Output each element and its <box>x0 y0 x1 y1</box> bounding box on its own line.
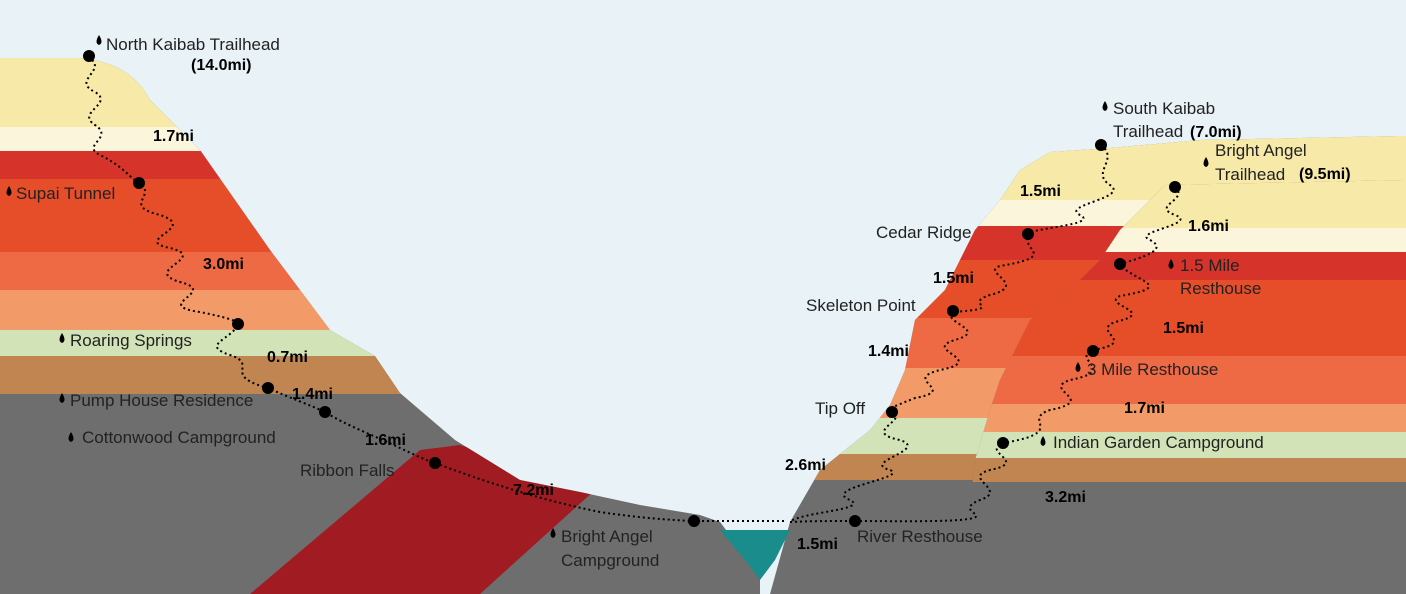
colorado-river <box>720 530 790 580</box>
label-1-5-mile-1: 1.5 Mile <box>1180 256 1240 275</box>
water-drop-icon <box>1203 157 1209 167</box>
distance-label: 1.6mi <box>1188 218 1229 235</box>
marker-bright-angel-campground[interactable] <box>688 515 700 527</box>
marker-3-mile-resthouse[interactable] <box>1087 345 1099 357</box>
distance-label: 7.2mi <box>513 482 554 499</box>
distance-label: 1.5mi <box>933 270 974 287</box>
water-icons <box>6 35 1209 538</box>
label-pump-house: Pump House Residence <box>70 391 253 410</box>
distance-label: 1.5mi <box>1020 183 1061 200</box>
distance-label: 1.4mi <box>292 386 333 403</box>
distance-label: 3.2mi <box>1045 489 1086 506</box>
marker-cedar-ridge[interactable] <box>1022 228 1034 240</box>
label-supai-tunnel: Supai Tunnel <box>16 184 115 203</box>
marker-bright-angel-trailhead[interactable] <box>1169 181 1181 193</box>
label-ribbon-falls: Ribbon Falls <box>300 461 395 480</box>
label-bright-angel-cg-1: Bright Angel <box>561 527 653 546</box>
label-north-kaibab-dist: (14.0mi) <box>191 57 251 74</box>
distance-label: 1.4mi <box>868 343 909 360</box>
marker-north-kaibab[interactable] <box>83 50 95 62</box>
label-skeleton-point: Skeleton Point <box>806 296 916 315</box>
marker-pump-house[interactable] <box>262 382 274 394</box>
trail-markers <box>83 50 1181 527</box>
distance-label: 2.6mi <box>785 457 826 474</box>
water-drop-icon <box>1102 101 1108 111</box>
marker-indian-garden[interactable] <box>997 437 1009 449</box>
water-drop-icon <box>6 186 12 196</box>
label-3-mile: 3 Mile Resthouse <box>1087 360 1218 379</box>
place-labels: North Kaibab Trailhead (14.0mi) Supai Tu… <box>16 35 1351 570</box>
distance-label: 3.0mi <box>203 256 244 273</box>
distance-label: 1.5mi <box>1163 320 1204 337</box>
marker-supai-tunnel[interactable] <box>133 177 145 189</box>
marker-tip-off[interactable] <box>886 406 898 418</box>
marker-cottonwood[interactable] <box>319 406 331 418</box>
distance-label: 1.6mi <box>365 432 406 449</box>
marker-roaring-springs[interactable] <box>232 318 244 330</box>
label-tip-off: Tip Off <box>815 399 865 418</box>
label-bright-angel-th-dist: (9.5mi) <box>1299 166 1351 183</box>
distance-label: 1.7mi <box>1124 400 1165 417</box>
water-drop-icon <box>550 528 556 538</box>
label-south-kaibab-2: Trailhead <box>1113 122 1183 141</box>
label-south-kaibab-1: South Kaibab <box>1113 99 1215 118</box>
distance-labels: 1.7mi 3.0mi 0.7mi 1.4mi 1.6mi 7.2mi 1.5m… <box>153 128 1229 553</box>
label-bright-angel-th-1: Bright Angel <box>1215 141 1307 160</box>
trail-paths <box>85 56 1182 523</box>
label-indian-garden: Indian Garden Campground <box>1053 433 1264 452</box>
water-drop-icon <box>1040 436 1046 446</box>
water-drop-icon <box>96 35 102 45</box>
marker-ribbon-falls[interactable] <box>429 457 441 469</box>
water-drop-icon <box>59 333 65 343</box>
distance-label: 0.7mi <box>267 349 308 366</box>
distance-label: 1.5mi <box>797 536 838 553</box>
water-drop-icon <box>1168 259 1174 269</box>
label-1-5-mile-2: Resthouse <box>1180 279 1261 298</box>
marker-river-resthouse[interactable] <box>849 515 861 527</box>
label-south-kaibab-dist: (7.0mi) <box>1190 124 1242 141</box>
bright-angel-strata <box>960 180 1406 594</box>
label-bright-angel-cg-2: Campground <box>561 551 659 570</box>
label-river-resthouse: River Resthouse <box>857 527 983 546</box>
label-cedar-ridge: Cedar Ridge <box>876 223 971 242</box>
distance-label: 1.7mi <box>153 128 194 145</box>
label-cottonwood: Cottonwood Campground <box>82 428 276 447</box>
marker-skeleton-point[interactable] <box>947 305 959 317</box>
label-roaring-springs: Roaring Springs <box>70 331 192 350</box>
marker-1-5-mile-resthouse[interactable] <box>1114 258 1126 270</box>
water-drop-icon <box>68 432 74 442</box>
label-north-kaibab: North Kaibab Trailhead <box>106 35 280 54</box>
label-bright-angel-th-2: Trailhead <box>1215 165 1285 184</box>
water-drop-icon <box>59 393 65 403</box>
marker-south-kaibab[interactable] <box>1095 139 1107 151</box>
water-drop-icon <box>1075 362 1081 372</box>
